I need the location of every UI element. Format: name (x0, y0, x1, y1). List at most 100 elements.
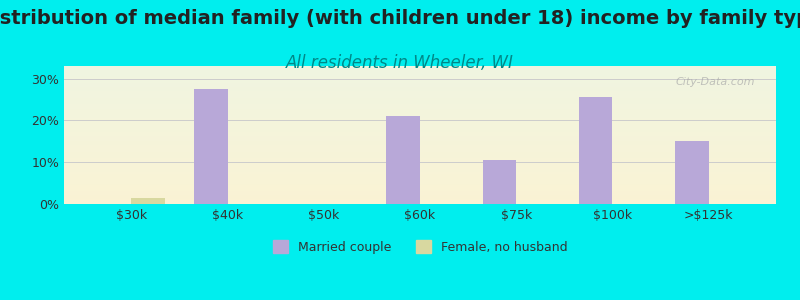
Bar (64, 171, 776, 172)
Bar (64, 198, 776, 199)
Bar (64, 129, 776, 130)
Legend: Married couple, Female, no husband: Married couple, Female, no husband (266, 234, 574, 260)
Bar (64, 149, 776, 150)
Bar (64, 95, 776, 96)
Bar (64, 179, 776, 180)
Bar (64, 148, 776, 149)
Bar (64, 187, 776, 188)
Bar (482, 160, 516, 204)
Bar (64, 154, 776, 155)
Bar (64, 140, 776, 141)
Bar (64, 202, 776, 203)
Bar (64, 92, 776, 93)
Bar (64, 172, 776, 173)
Bar (64, 77, 776, 78)
Bar (64, 116, 776, 117)
Bar (64, 108, 776, 109)
Bar (64, 74, 776, 75)
Bar (64, 82, 776, 83)
Bar (64, 68, 776, 69)
Bar (64, 153, 776, 154)
Bar (64, 128, 776, 129)
Bar (64, 190, 776, 191)
Bar (64, 189, 776, 190)
Bar (64, 167, 776, 168)
Bar (64, 152, 776, 153)
Bar (64, 106, 776, 107)
Bar (64, 194, 776, 195)
Bar (64, 132, 776, 133)
Bar (64, 177, 776, 178)
Bar (64, 67, 776, 68)
Bar (64, 137, 776, 138)
Bar (386, 116, 420, 204)
Bar (64, 147, 776, 148)
Bar (64, 174, 776, 175)
Bar (64, 157, 776, 158)
Bar (64, 121, 776, 122)
Bar (64, 118, 776, 119)
Bar (64, 165, 776, 166)
Bar (64, 161, 776, 162)
Bar (194, 89, 227, 204)
Bar (64, 70, 776, 71)
Bar (64, 76, 776, 77)
Bar (64, 84, 776, 85)
Bar (131, 198, 165, 204)
Bar (64, 192, 776, 193)
Bar (64, 170, 776, 171)
Bar (64, 111, 776, 112)
Bar (64, 119, 776, 120)
Bar (675, 141, 709, 204)
Bar (64, 168, 776, 169)
Bar (64, 159, 776, 160)
Bar (64, 114, 776, 115)
Bar (64, 197, 776, 198)
Bar (64, 141, 776, 142)
Bar (64, 126, 776, 127)
Bar (64, 131, 776, 132)
Bar (64, 93, 776, 94)
Bar (64, 181, 776, 182)
Bar (64, 169, 776, 170)
Bar (64, 182, 776, 183)
Bar (64, 176, 776, 177)
Bar (64, 79, 776, 80)
Bar (64, 120, 776, 121)
Bar (64, 150, 776, 151)
Bar (64, 123, 776, 124)
Bar (64, 88, 776, 89)
Bar (64, 75, 776, 76)
Bar (64, 203, 776, 204)
Bar (64, 83, 776, 84)
Bar (578, 98, 613, 204)
Bar (64, 184, 776, 185)
Bar (64, 94, 776, 95)
Bar (64, 142, 776, 143)
Bar (64, 160, 776, 161)
Bar (64, 183, 776, 184)
Bar (64, 89, 776, 90)
Bar (64, 185, 776, 186)
Bar (64, 97, 776, 98)
Bar (64, 164, 776, 165)
Bar (64, 196, 776, 197)
Text: Distribution of median family (with children under 18) income by family type: Distribution of median family (with chil… (0, 9, 800, 28)
Bar (64, 195, 776, 196)
Bar (64, 163, 776, 164)
Bar (64, 86, 776, 87)
Bar (64, 85, 776, 86)
Bar (64, 144, 776, 145)
Bar (64, 138, 776, 139)
Bar (64, 162, 776, 163)
Bar (64, 200, 776, 201)
Bar (64, 178, 776, 179)
Text: All residents in Wheeler, WI: All residents in Wheeler, WI (286, 54, 514, 72)
Bar (64, 158, 776, 159)
Bar (64, 201, 776, 202)
Text: City-Data.com: City-Data.com (675, 77, 754, 87)
Bar (64, 193, 776, 194)
Bar (64, 122, 776, 123)
Bar (64, 199, 776, 200)
Bar (64, 78, 776, 79)
